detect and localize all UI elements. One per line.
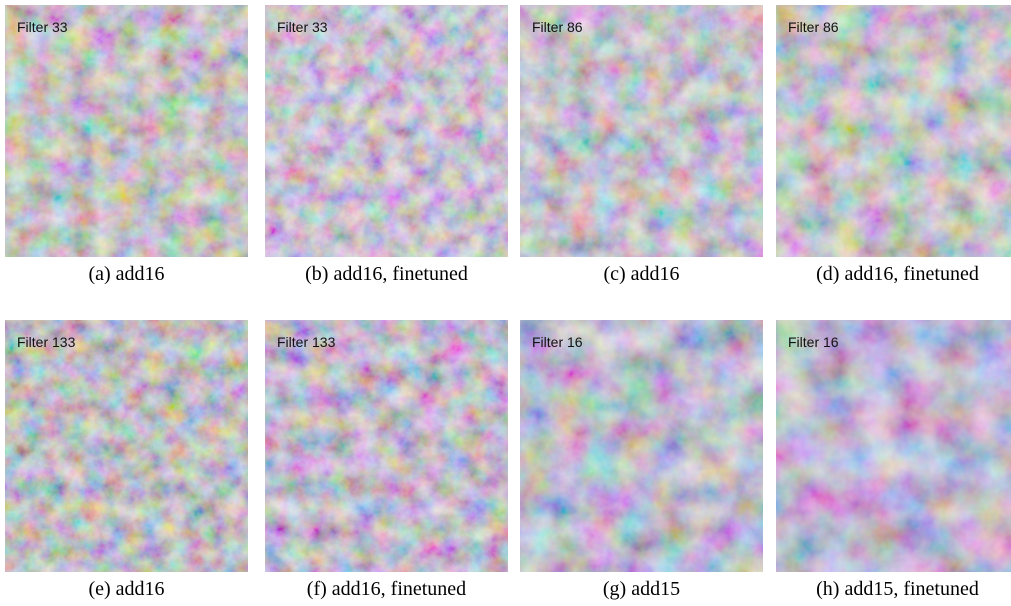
subfigure-caption: (f) add16, finetuned bbox=[255, 578, 518, 601]
figure-panel: Filter 16(h) add15, finetuned bbox=[776, 320, 1011, 572]
subfigure-caption: (g) add15 bbox=[510, 578, 773, 601]
filter-label: Filter 133 bbox=[17, 334, 75, 350]
subfigure-caption: (e) add16 bbox=[0, 578, 258, 601]
subfigure-caption: (a) add16 bbox=[0, 263, 258, 286]
visualization-image bbox=[5, 5, 248, 257]
filter-label: Filter 133 bbox=[277, 334, 335, 350]
filter-label: Filter 86 bbox=[788, 19, 839, 35]
subfigure-caption: (d) add16, finetuned bbox=[766, 263, 1011, 286]
figure-panel: Filter 33(b) add16, finetuned bbox=[265, 5, 508, 257]
subfigure-caption: (c) add16 bbox=[510, 263, 773, 286]
figure-panel: Filter 133(f) add16, finetuned bbox=[265, 320, 508, 572]
visualization-image bbox=[265, 320, 508, 572]
filter-label: Filter 33 bbox=[277, 19, 328, 35]
subfigure-caption: (h) add15, finetuned bbox=[766, 578, 1011, 601]
visualization-image bbox=[776, 5, 1011, 257]
filter-label: Filter 16 bbox=[532, 334, 583, 350]
figure-panel: Filter 16(g) add15 bbox=[520, 320, 763, 572]
figure-panel: Filter 33(a) add16 bbox=[5, 5, 248, 257]
subfigure-caption: (b) add16, finetuned bbox=[255, 263, 518, 286]
visualization-image bbox=[520, 320, 763, 572]
figure-panel: Filter 86(d) add16, finetuned bbox=[776, 5, 1011, 257]
figure: Filter 33(a) add16 Filter 33(b) add16, f… bbox=[0, 0, 1011, 606]
figure-panel: Filter 86(c) add16 bbox=[520, 5, 763, 257]
filter-label: Filter 16 bbox=[788, 334, 839, 350]
visualization-image bbox=[265, 5, 508, 257]
visualization-image bbox=[776, 320, 1011, 572]
filter-label: Filter 86 bbox=[532, 19, 583, 35]
figure-panel: Filter 133(e) add16 bbox=[5, 320, 248, 572]
visualization-image bbox=[5, 320, 248, 572]
visualization-image bbox=[520, 5, 763, 257]
filter-label: Filter 33 bbox=[17, 19, 68, 35]
